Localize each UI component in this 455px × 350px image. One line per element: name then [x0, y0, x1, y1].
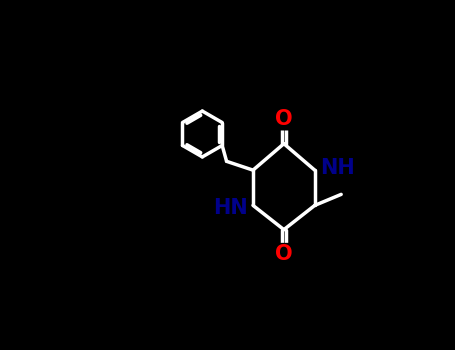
- Text: HN: HN: [213, 198, 248, 218]
- Text: O: O: [275, 110, 293, 130]
- Text: O: O: [275, 244, 293, 264]
- Text: NH: NH: [320, 158, 355, 178]
